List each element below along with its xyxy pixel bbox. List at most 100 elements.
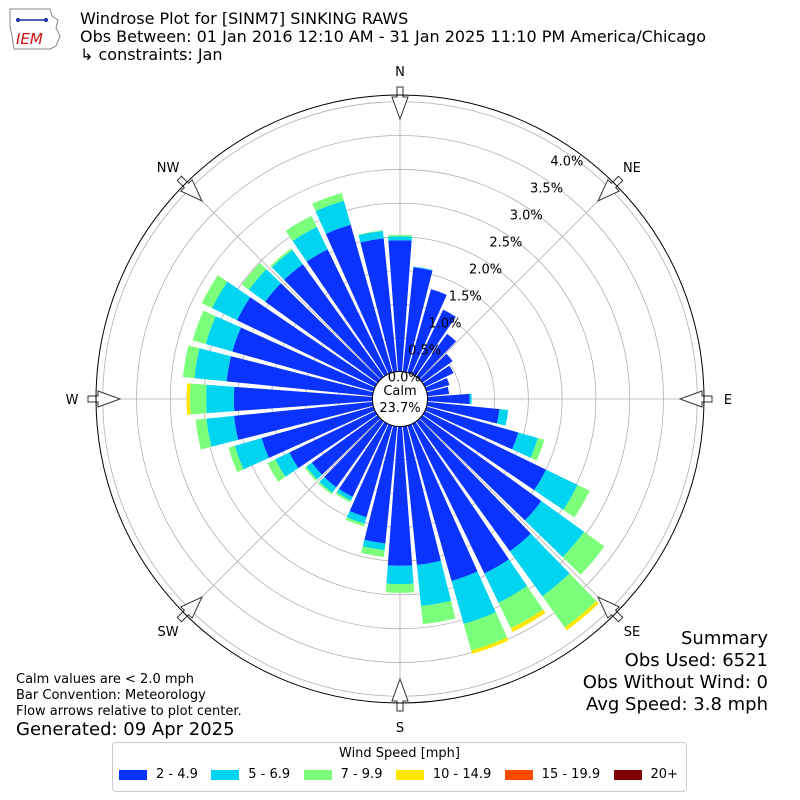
flow-arrow-shape bbox=[391, 86, 409, 121]
windrose-bar bbox=[564, 600, 599, 631]
flow-arrow-icon bbox=[391, 677, 409, 712]
windrose-bar bbox=[189, 383, 207, 415]
windrose-bar bbox=[387, 234, 413, 237]
compass-label: NE bbox=[623, 161, 641, 176]
compass-label: W bbox=[66, 393, 79, 408]
windrose-bar bbox=[510, 609, 546, 632]
flow-arrow-icon bbox=[176, 595, 204, 623]
windrose-bar bbox=[271, 249, 303, 280]
grid-spoke bbox=[184, 183, 401, 400]
windrose-bar bbox=[335, 492, 351, 503]
compass-label: E bbox=[724, 393, 732, 408]
flow-arrow-shape bbox=[391, 677, 409, 712]
flow-arrow-icon bbox=[176, 175, 204, 203]
windrose-bar bbox=[424, 377, 450, 392]
windrose-bar bbox=[285, 215, 317, 241]
windrose-bar bbox=[386, 565, 414, 585]
windrose-bar bbox=[194, 348, 232, 382]
windrose-bar bbox=[421, 600, 456, 625]
flow-arrow-icon bbox=[87, 390, 122, 408]
flow-arrow-shape bbox=[596, 595, 624, 623]
bar-convention-note: Bar Convention: Meteorology bbox=[16, 688, 206, 703]
windrose-bar bbox=[306, 249, 389, 377]
windrose-bar bbox=[236, 297, 378, 388]
radial-ticks: 0.0% 0.5% 1.0% 1.5% 2.0% 2.5% 3.0% 3.5% 4.0% bbox=[388, 155, 584, 386]
windrose-bar bbox=[232, 327, 376, 392]
windrose-bar bbox=[284, 264, 385, 380]
windrose-bar bbox=[411, 421, 509, 574]
windrose-bar bbox=[402, 425, 441, 566]
flow-arrow-shape bbox=[176, 175, 204, 203]
windrose-bar bbox=[385, 583, 415, 593]
chart-subtitle: Obs Between: 01 Jan 2016 12:10 AM - 31 J… bbox=[80, 27, 706, 46]
legend-item: 10 - 14.9 bbox=[395, 767, 491, 782]
radial-tick-label: 3.0% bbox=[510, 209, 543, 224]
legend: Wind Speed [mph] 2 - 4.9 5 - 6.9 7 - 9.9… bbox=[112, 742, 687, 792]
windrose-bar bbox=[426, 401, 500, 424]
legend-label: 2 - 4.9 bbox=[156, 767, 198, 782]
windrose-bar bbox=[292, 226, 328, 262]
flow-arrow-shape bbox=[596, 175, 624, 203]
radial-tick-label: 4.0% bbox=[550, 155, 583, 170]
windrose-bar bbox=[362, 539, 386, 551]
windrose-bar bbox=[361, 546, 385, 557]
windrose-bar bbox=[496, 409, 509, 426]
windrose-bar bbox=[524, 500, 585, 558]
flow-arrows bbox=[87, 86, 713, 712]
windrose-bar bbox=[422, 410, 546, 491]
summary-block: Summary Obs Used: 6521 Obs Without Wind:… bbox=[583, 628, 768, 716]
windrose-bar bbox=[289, 410, 378, 469]
notes-block: Calm values are < 2.0 mph Bar Convention… bbox=[16, 672, 242, 720]
legend-item: 2 - 4.9 bbox=[119, 767, 198, 782]
windrose-bar bbox=[346, 511, 367, 524]
legend-swatch bbox=[504, 769, 533, 780]
grid-spoke bbox=[399, 398, 616, 615]
compass-label: SW bbox=[158, 625, 179, 640]
windrose-bar bbox=[471, 637, 509, 654]
legend-label: 5 - 6.9 bbox=[248, 767, 291, 782]
windrose-bar bbox=[415, 418, 531, 552]
legend-item: 7 - 9.9 bbox=[303, 767, 383, 782]
windrose-bar bbox=[451, 571, 496, 624]
legend-swatch bbox=[303, 769, 332, 780]
windrose-bar bbox=[248, 269, 281, 302]
legend-label: 7 - 9.9 bbox=[340, 767, 383, 782]
legend-swatch bbox=[119, 769, 147, 780]
chart-constraints: ↳ constraints: Jan bbox=[80, 45, 223, 64]
windrose-bar bbox=[233, 386, 374, 412]
windrose-bar bbox=[233, 401, 374, 440]
radial-tick-label: 2.5% bbox=[489, 236, 522, 251]
windrose-bar bbox=[312, 192, 344, 212]
summary-obs-without-wind: Obs Without Wind: 0 bbox=[582, 672, 768, 693]
flow-arrow-shape bbox=[678, 390, 713, 408]
windrose-bar bbox=[563, 484, 590, 518]
windrose-bar bbox=[387, 425, 413, 566]
windrose-bar bbox=[402, 267, 433, 373]
legend-label: 15 - 19.9 bbox=[541, 767, 601, 782]
windrose-bar bbox=[358, 230, 383, 236]
grid-spoke bbox=[399, 183, 616, 400]
legend-item: 15 - 19.9 bbox=[504, 767, 601, 782]
compass-label: N bbox=[395, 65, 405, 80]
windrose-bar bbox=[234, 438, 269, 470]
legend-swatch bbox=[211, 769, 240, 780]
windrose-bar bbox=[206, 415, 239, 447]
windrose-bar bbox=[512, 432, 538, 458]
windrose-bar bbox=[534, 469, 578, 510]
calm-note: Calm values are < 2.0 mph bbox=[16, 672, 195, 687]
windrose-bar bbox=[318, 481, 333, 495]
windrose-bar bbox=[530, 437, 545, 461]
iem-logo-text: IEM bbox=[16, 30, 43, 48]
summary-obs-used: Obs Used: 6521 bbox=[624, 650, 768, 671]
windrose-bar bbox=[469, 393, 472, 405]
windrose-bar bbox=[226, 356, 374, 397]
windrose-bar bbox=[267, 459, 286, 482]
windrose-bar bbox=[186, 383, 191, 415]
radial-tick-label: 1.0% bbox=[428, 316, 461, 331]
flow-arrow-icon bbox=[596, 595, 624, 623]
legend-label: 20+ bbox=[650, 767, 678, 782]
windrose-bar bbox=[311, 414, 381, 475]
windrose-bar bbox=[195, 418, 212, 450]
flow-arrow-shape bbox=[87, 390, 122, 408]
